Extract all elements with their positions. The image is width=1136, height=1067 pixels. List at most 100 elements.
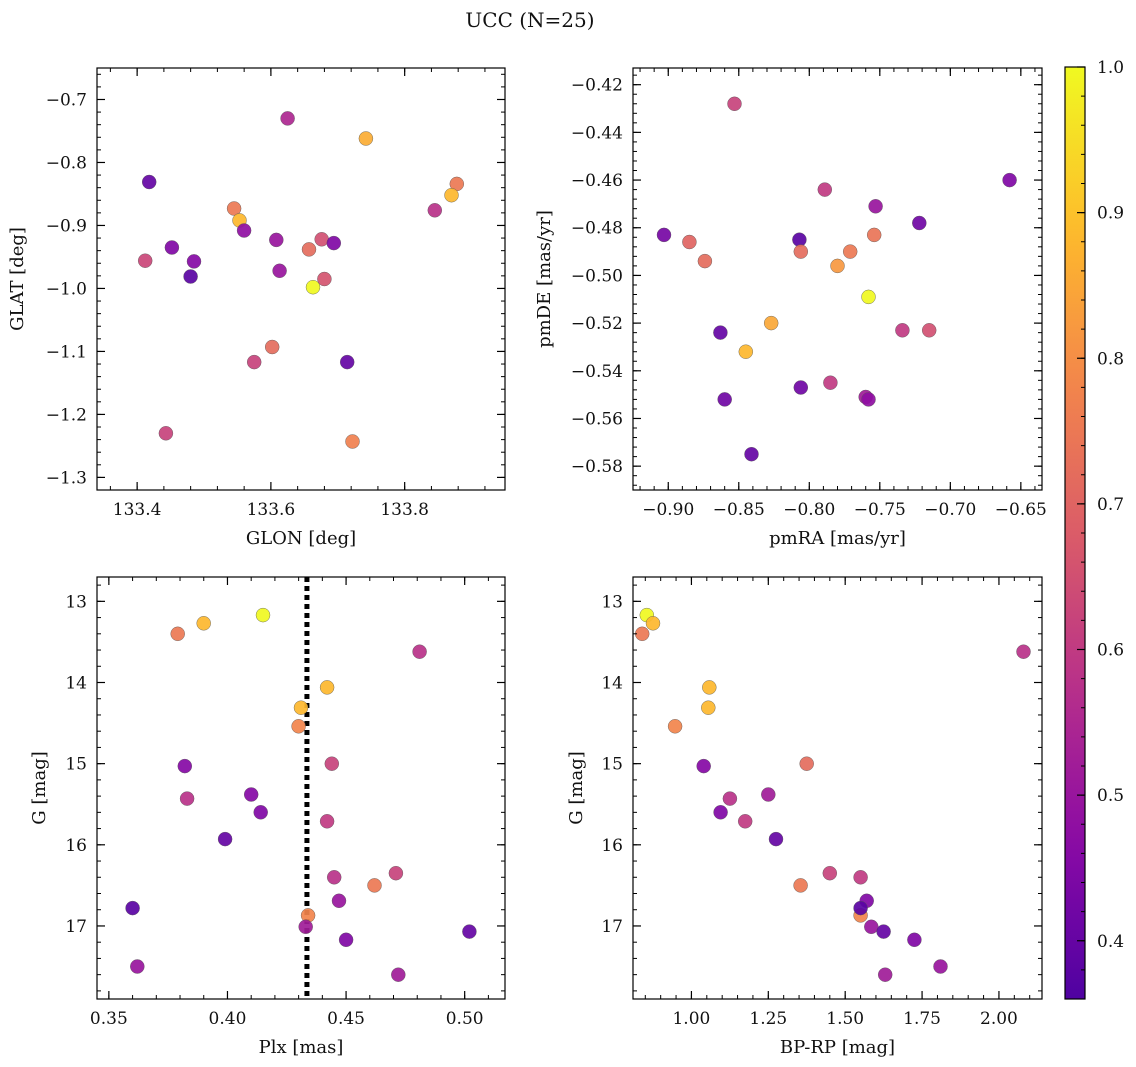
x-tick-label: −0.75 — [854, 500, 906, 520]
scatter-point — [761, 787, 776, 802]
x-tick-label: 0.45 — [327, 1009, 365, 1029]
scatter-point — [799, 756, 814, 771]
scatter-point — [895, 323, 910, 338]
scatter-point — [462, 924, 477, 939]
scatter-point — [822, 866, 837, 881]
y-tick-label: 13 — [65, 592, 87, 612]
colorbar-tick-label: 0.6 — [1097, 641, 1124, 661]
colorbar-tick-label: 0.5 — [1097, 786, 1124, 806]
scatter-point — [912, 215, 927, 231]
scatter-point — [1016, 644, 1031, 659]
y-axis-label: GLAT [deg] — [7, 227, 28, 331]
x-tick-label: 0.40 — [209, 1009, 247, 1029]
scatter-point — [444, 187, 459, 203]
x-tick-label: 0.50 — [446, 1009, 484, 1029]
scatter-point — [345, 434, 360, 449]
scatter-point — [301, 242, 317, 257]
scatter-point — [340, 354, 355, 370]
scatter-point — [358, 131, 374, 146]
scatter-point — [272, 263, 287, 278]
x-axis-label: pmRA [mas/yr] — [769, 528, 906, 549]
y-tick-label: −0.56 — [571, 409, 623, 429]
scatter-point — [878, 967, 893, 982]
colorbar-tick-label: 0.4 — [1097, 932, 1124, 952]
scatter-point — [291, 719, 306, 734]
scatter-point — [853, 900, 868, 916]
scatter-point — [823, 375, 838, 390]
scatter-point — [319, 814, 335, 829]
x-tick-label: 1.25 — [749, 1009, 787, 1029]
y-tick-label: −1.2 — [46, 405, 87, 425]
panel-bprp-g: 1.00 1.25 1.50 1.75 2.00 13 14 15 16 17 BP-RP [mag… — [566, 576, 1043, 1058]
scatter-point — [635, 626, 650, 641]
scatter-point — [667, 719, 683, 734]
scatter-points — [125, 607, 477, 982]
colorbar-gradient — [1065, 67, 1085, 999]
y-axis-label: pmDE [mas/yr] — [534, 210, 555, 348]
scatter-point — [861, 289, 876, 305]
scatter-point — [713, 325, 728, 340]
scatter-point — [697, 253, 713, 269]
y-tick-label: 16 — [601, 836, 623, 856]
scatter-point — [269, 232, 284, 248]
scatter-point — [682, 234, 697, 250]
x-axis-label: BP-RP [mag] — [780, 1037, 895, 1058]
scatter-point — [327, 870, 342, 885]
scatter-point — [722, 791, 738, 806]
figure-title: UCC (N=25) — [465, 8, 594, 32]
scatter-point — [738, 344, 753, 359]
y-axis-label: G [mag] — [29, 751, 50, 824]
scatter-point — [305, 280, 321, 295]
x-tick-label: 133.8 — [380, 500, 429, 520]
scatter-point — [314, 232, 329, 247]
y-tick-label: 14 — [601, 674, 623, 694]
scatter-point — [338, 932, 354, 947]
scatter-point — [713, 805, 728, 820]
scatter-point — [324, 756, 339, 771]
y-tick-label: −1.3 — [46, 468, 87, 488]
scatter-point — [1002, 172, 1017, 188]
scatter-point — [183, 269, 198, 284]
x-tick-label: −0.70 — [924, 500, 976, 520]
scatter-point — [226, 201, 242, 216]
x-tick-label: 133.4 — [113, 500, 162, 520]
y-tick-label: −0.58 — [571, 457, 623, 477]
y-tick-label: −0.44 — [571, 123, 623, 143]
colorbar-tick-label: 0.7 — [1097, 495, 1124, 515]
y-tick-label: −0.52 — [571, 314, 623, 334]
scatter-point — [853, 870, 868, 885]
scatter-point — [137, 253, 153, 268]
x-tick-label: 0.35 — [90, 1009, 128, 1029]
scatter-point — [331, 893, 347, 908]
x-tick-label: −0.80 — [783, 500, 835, 520]
scatter-point — [830, 258, 845, 274]
y-tick-label: −0.54 — [571, 362, 623, 382]
scatter-point — [817, 182, 832, 197]
scatter-points — [656, 96, 1017, 462]
y-tick-label: −1.1 — [46, 342, 87, 362]
scatter-point — [907, 932, 922, 947]
scatter-point — [744, 447, 759, 462]
scatter-point — [793, 878, 808, 893]
x-tick-label: 133.6 — [247, 500, 296, 520]
x-tick-label: 1.00 — [672, 1009, 710, 1029]
scatter-point — [412, 644, 427, 659]
x-tick-label: −0.85 — [713, 500, 765, 520]
scatter-point — [427, 203, 442, 218]
scatter-point — [164, 240, 180, 255]
scatter-point — [867, 227, 882, 243]
colorbar: 0.4 0.5 0.6 0.7 0.8 0.9 1.0 — [1064, 58, 1124, 1000]
x-axis-label: Plx [mas] — [259, 1037, 344, 1058]
panel-pmra-pmde: −0.90 −0.85 −0.80 −0.75 −0.70 −0.65 −0.42 −0.44… — [534, 67, 1047, 549]
axes-frame — [96, 67, 506, 491]
scatter-point — [246, 354, 262, 370]
x-axis-label: GLON [deg] — [246, 528, 356, 549]
panel-plx-g: 0.35 0.40 0.45 0.50 13 14 15 16 17 Plx [mas] G [ma… — [29, 576, 506, 1058]
x-tick-label: 1.75 — [903, 1009, 941, 1029]
x-tick-label: 1.50 — [826, 1009, 864, 1029]
y-tick-label: 13 — [601, 592, 623, 612]
axes-frame — [632, 67, 1043, 491]
y-tick-label: −0.42 — [571, 76, 623, 96]
y-tick-label: −1.0 — [46, 279, 87, 299]
